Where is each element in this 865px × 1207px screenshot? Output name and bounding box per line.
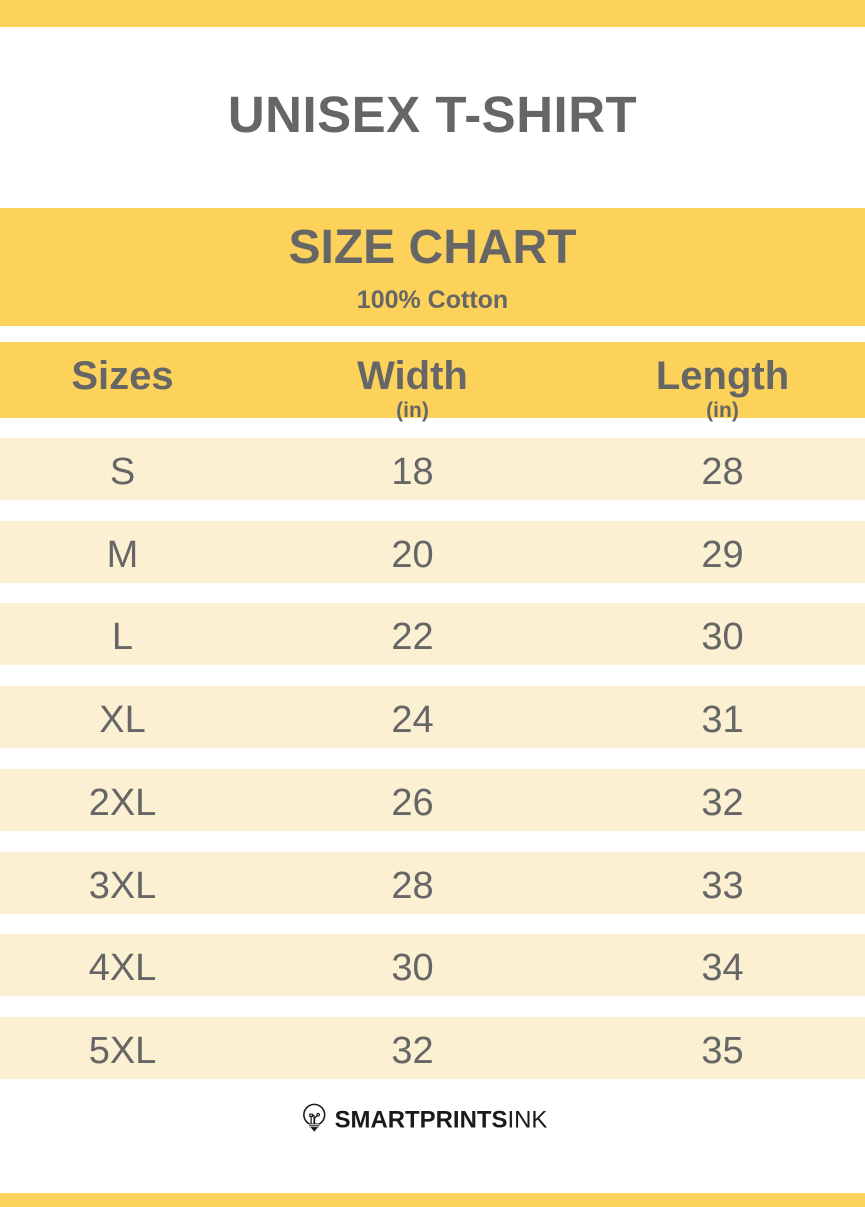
svg-text:SMARTPRINTSINK: SMARTPRINTSINK — [334, 1106, 547, 1133]
